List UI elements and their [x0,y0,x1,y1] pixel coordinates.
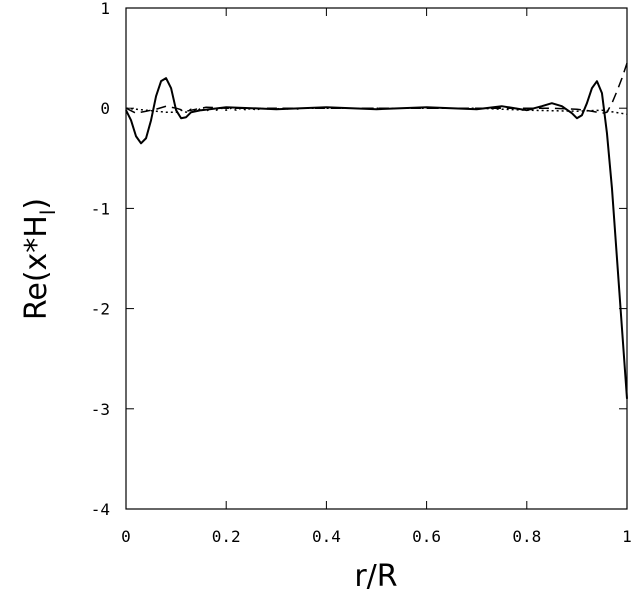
svg-text:Re(x*Hl): Re(x*Hl) [19,198,60,320]
x-tick-label: 0.2 [212,527,241,546]
y-tick-label: -3 [91,400,110,419]
series-line-solid [125,77,628,399]
plot-frame [125,7,628,510]
y-tick-label: 1 [100,0,110,18]
x-tick-label: 1 [622,527,632,546]
y-axis-title-close: ) [19,198,54,210]
y-axis-title: Re(x*Hl) [19,198,60,320]
x-tick-label: 0.4 [312,527,341,546]
ticks-layer: 0 0.2 0.4 0.6 0.8 1 1 0 -1 -2 -3 -4 [91,0,632,546]
y-axis-title-main: Re(x*H [19,215,54,320]
x-tick-label: 0.8 [512,527,541,546]
series-line-dashed [125,62,628,114]
x-tick-label: 0.6 [412,527,441,546]
series-layer [125,62,628,399]
y-tick-label: 0 [100,99,110,118]
y-tick-label: -2 [91,300,110,319]
y-tick-label: -1 [91,199,110,218]
x-tick-label: 0 [121,527,131,546]
y-axis-title-subscript: l [36,210,60,216]
y-tick-label: -4 [91,500,110,519]
x-axis-title: r/R [354,559,397,591]
